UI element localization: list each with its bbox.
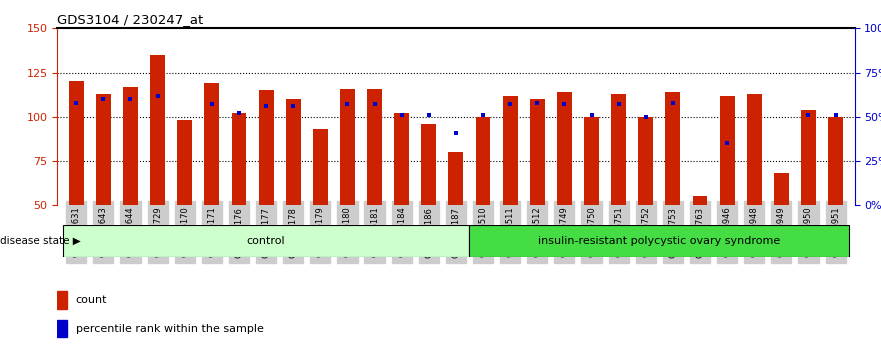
Text: insulin-resistant polycystic ovary syndrome: insulin-resistant polycystic ovary syndr… [538,236,781,246]
Bar [503,96,518,205]
Bar [367,88,382,205]
Bar [584,117,599,205]
Bar [692,196,707,205]
Bar [394,113,409,205]
Text: count: count [76,295,107,305]
Bar [470,225,849,257]
Bar [204,83,219,205]
Bar [123,87,138,205]
Bar [639,117,653,205]
Text: percentile rank within the sample: percentile rank within the sample [76,324,263,334]
Bar [69,81,84,205]
Text: GDS3104 / 230247_at: GDS3104 / 230247_at [57,13,204,26]
Bar [232,113,247,205]
Bar [611,94,626,205]
Bar [285,99,300,205]
Bar [313,129,328,205]
Bar [340,88,355,205]
Bar [828,117,843,205]
Bar [529,99,544,205]
Bar [557,92,572,205]
Bar [421,124,436,205]
Bar [476,117,491,205]
Text: control: control [247,236,285,246]
Bar [720,96,735,205]
Bar [665,92,680,205]
Bar [259,90,273,205]
Bar [448,152,463,205]
Bar [57,320,67,337]
Bar [774,173,788,205]
Bar [150,55,165,205]
Text: disease state ▶: disease state ▶ [0,236,81,246]
Bar [63,225,470,257]
Bar [57,291,67,309]
Bar [801,110,816,205]
Bar [747,94,762,205]
Bar [177,120,192,205]
Bar [96,94,111,205]
